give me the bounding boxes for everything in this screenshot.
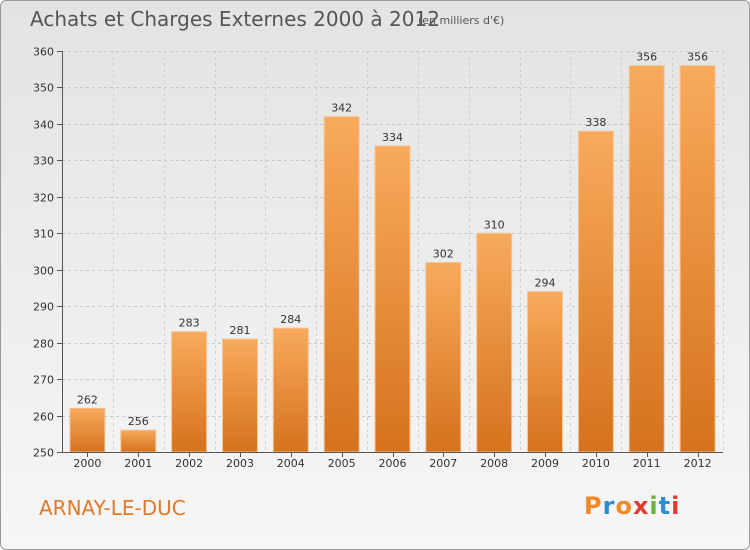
bar bbox=[120, 429, 157, 453]
y-tick-label: 270 bbox=[33, 374, 54, 387]
bar-value-label: 356 bbox=[687, 51, 708, 64]
bar-value-label: 302 bbox=[433, 247, 454, 260]
bar bbox=[476, 232, 513, 453]
y-tick-label: 360 bbox=[33, 46, 54, 59]
bar-value-label: 342 bbox=[331, 102, 352, 115]
y-tick-label: 340 bbox=[33, 119, 54, 132]
bar bbox=[222, 338, 258, 453]
y-tick-label: 330 bbox=[33, 155, 54, 168]
bar bbox=[171, 331, 208, 453]
bar-value-label: 356 bbox=[636, 51, 657, 64]
y-tick-label: 350 bbox=[33, 82, 54, 95]
x-tick-label: 2004 bbox=[277, 457, 305, 470]
x-tick-label: 2012 bbox=[684, 457, 712, 470]
y-tick-label: 290 bbox=[33, 301, 54, 314]
x-tick-label: 2010 bbox=[582, 457, 610, 470]
logo-letter: P bbox=[584, 492, 603, 520]
bar-value-label: 262 bbox=[77, 393, 98, 406]
bars-layer bbox=[69, 65, 716, 453]
bar bbox=[69, 407, 106, 453]
y-tick-label: 280 bbox=[33, 338, 54, 351]
bar bbox=[323, 116, 360, 453]
logo-letter: i bbox=[671, 492, 681, 520]
axis-layer bbox=[57, 51, 723, 457]
x-tick-label: 2009 bbox=[531, 457, 559, 470]
bar-value-label: 284 bbox=[280, 313, 301, 326]
bar-value-label: 338 bbox=[585, 116, 606, 129]
logo-letter: x bbox=[632, 492, 650, 520]
bar bbox=[679, 65, 716, 453]
x-tick-label: 2003 bbox=[226, 457, 254, 470]
y-tick-label: 300 bbox=[33, 265, 54, 278]
x-tick-label: 2000 bbox=[73, 457, 101, 470]
chart-subtitle: (en milliers d'€) bbox=[418, 14, 505, 27]
bar-value-label: 310 bbox=[484, 218, 505, 231]
bar bbox=[527, 291, 563, 453]
bar-value-label: 294 bbox=[535, 277, 556, 290]
bar-value-label: 281 bbox=[230, 324, 251, 337]
logo-letter: o bbox=[615, 492, 633, 520]
bar-value-label: 283 bbox=[179, 317, 200, 330]
logo-letter: t bbox=[658, 492, 672, 520]
bar bbox=[577, 130, 614, 453]
x-tick-label: 2011 bbox=[633, 457, 661, 470]
chart-title: Achats et Charges Externes 2000 à 2012 bbox=[30, 7, 440, 31]
y-tick-label: 260 bbox=[33, 411, 54, 424]
x-tick-label: 2007 bbox=[429, 457, 457, 470]
proxiti-logo[interactable]: Proxiti bbox=[584, 492, 680, 520]
logo-letter: i bbox=[649, 492, 659, 520]
bar bbox=[628, 65, 665, 453]
x-tick-label: 2005 bbox=[328, 457, 356, 470]
bar bbox=[425, 261, 462, 453]
commune-name: ARNAY-LE-DUC bbox=[39, 496, 186, 520]
y-tick-label: 310 bbox=[33, 228, 54, 241]
bar-value-label: 256 bbox=[128, 415, 149, 428]
y-tick-label: 320 bbox=[33, 192, 54, 205]
x-tick-label: 2008 bbox=[480, 457, 508, 470]
logo-letter: r bbox=[602, 492, 616, 520]
labels-layer: 250 260 270 280 290 300 310 320 330 340 350 360 262 2… bbox=[33, 46, 712, 471]
bar bbox=[374, 145, 411, 453]
x-tick-label: 2001 bbox=[124, 457, 152, 470]
x-tick-label: 2006 bbox=[379, 457, 407, 470]
bar bbox=[272, 327, 309, 453]
bar-value-label: 334 bbox=[382, 131, 403, 144]
x-tick-label: 2002 bbox=[175, 457, 203, 470]
y-tick-label: 250 bbox=[33, 447, 54, 460]
